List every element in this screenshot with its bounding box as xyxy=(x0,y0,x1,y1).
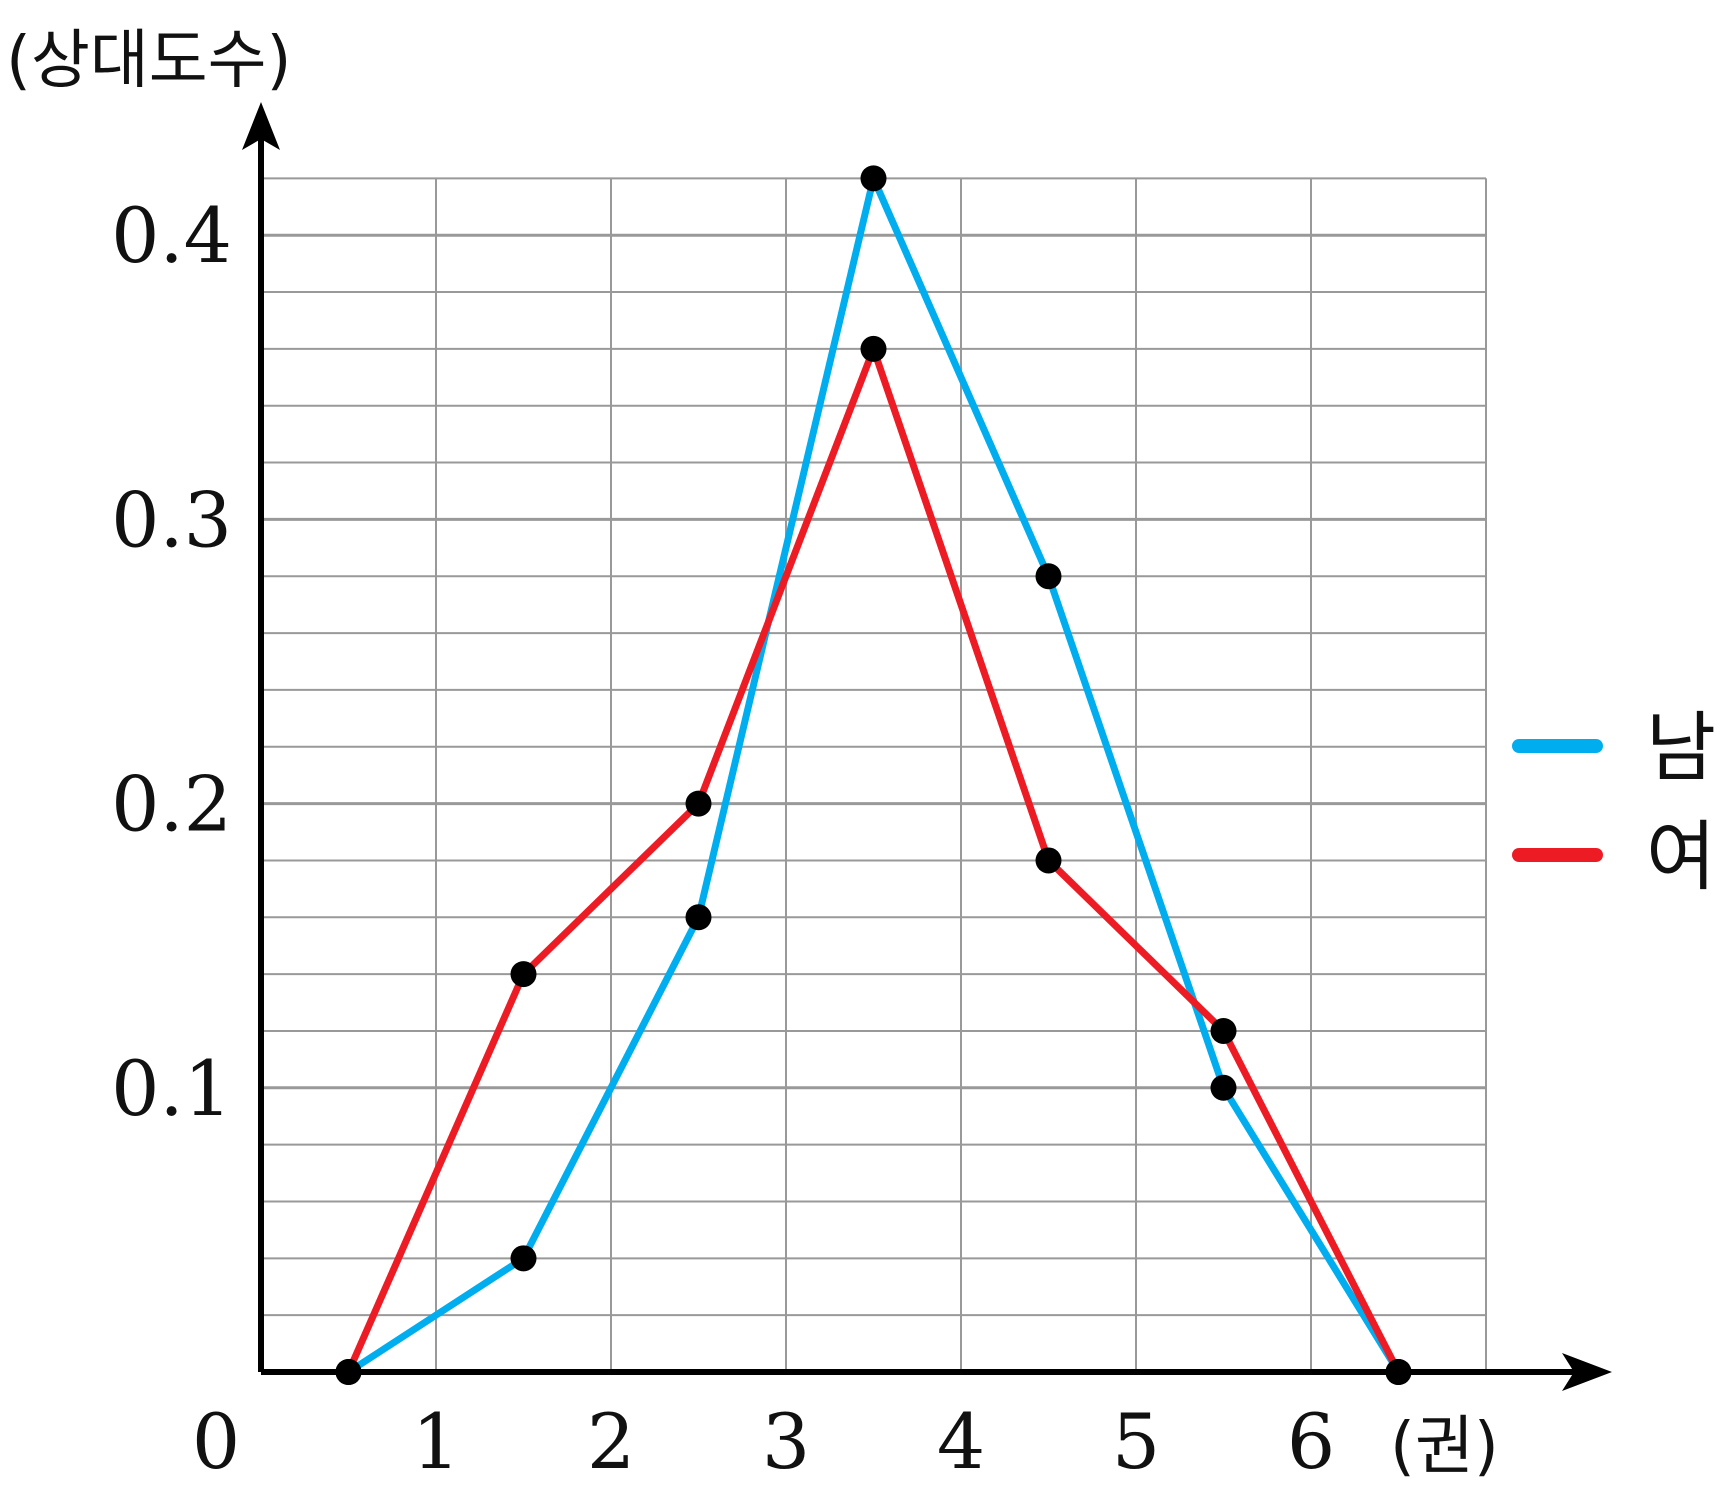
series-layer xyxy=(335,165,1412,1385)
data-point-male xyxy=(510,1245,537,1272)
data-point-female xyxy=(1035,847,1062,874)
data-point-female xyxy=(1210,1017,1237,1044)
x-tick-label: 2 xyxy=(587,1397,635,1486)
legend-label: 남 xyxy=(1646,703,1716,792)
y-tick-label: 0.3 xyxy=(111,475,232,564)
x-axis-title: (권) xyxy=(1390,1410,1499,1484)
x-tick-label: 3 xyxy=(762,1397,810,1486)
data-point-female xyxy=(685,790,712,817)
legend: 남여 xyxy=(1512,703,1716,901)
y-tick-label: 0.2 xyxy=(111,760,232,849)
data-point-male xyxy=(685,904,712,931)
data-point-male xyxy=(860,165,887,192)
data-point-male xyxy=(1035,563,1062,590)
x-axis-arrowhead xyxy=(1562,1353,1612,1391)
axes xyxy=(242,102,1612,1391)
x-tick-label: 1 xyxy=(412,1397,460,1486)
data-point-female xyxy=(860,335,887,362)
y-tick-label: 0.4 xyxy=(111,191,232,280)
x-tick-label: 6 xyxy=(1287,1397,1335,1486)
y-tick-label: 0.1 xyxy=(111,1044,232,1133)
legend-label: 여 xyxy=(1646,812,1716,901)
data-point-male xyxy=(1210,1074,1237,1101)
origin-label: 0 xyxy=(192,1397,240,1486)
y-axis-title: (상대도수) xyxy=(6,24,291,98)
tick-labels: 1 2 3 4 5 6 0.1 0.2 0.3 0.4 xyxy=(111,191,1335,1486)
data-point-female xyxy=(510,961,537,988)
y-axis-arrowhead xyxy=(242,102,280,150)
x-tick-label: 5 xyxy=(1112,1397,1160,1486)
x-tick-label: 4 xyxy=(937,1397,985,1486)
